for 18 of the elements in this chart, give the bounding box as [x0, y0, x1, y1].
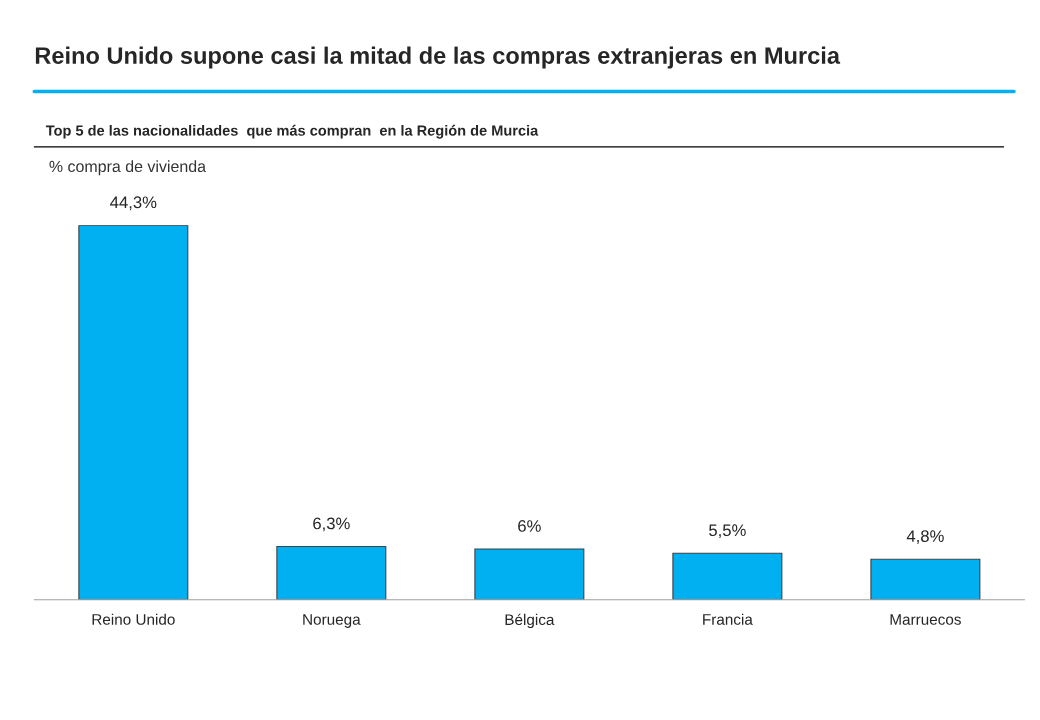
chart-title: Reino Unido supone casi la mitad de las compras extranjeras en Murcia	[35, 46, 841, 69]
bar	[276, 545, 387, 600]
x-tick-label: Marruecos	[890, 614, 961, 625]
data-label: 4,8%	[906, 530, 944, 544]
y-axis-title: % compra de vivienda	[49, 160, 207, 176]
bar	[870, 558, 981, 600]
x-tick-label: Francia	[703, 613, 753, 625]
data-label: 44,3%	[110, 196, 157, 211]
data-label: 6%	[518, 520, 541, 532]
x-tick-label: Bélgica	[505, 613, 555, 629]
data-label: 6,3%	[313, 517, 350, 532]
data-label: 5,5%	[709, 524, 746, 539]
bar	[672, 552, 783, 600]
x-tick-label: Noruega	[303, 614, 361, 628]
bar	[78, 225, 189, 600]
chart-subtitle: Top 5 de las nacionalidades que más compran en la Región de Murcia	[45, 124, 539, 139]
x-tick-label: Reino Unido	[92, 613, 175, 625]
bar	[474, 548, 585, 600]
